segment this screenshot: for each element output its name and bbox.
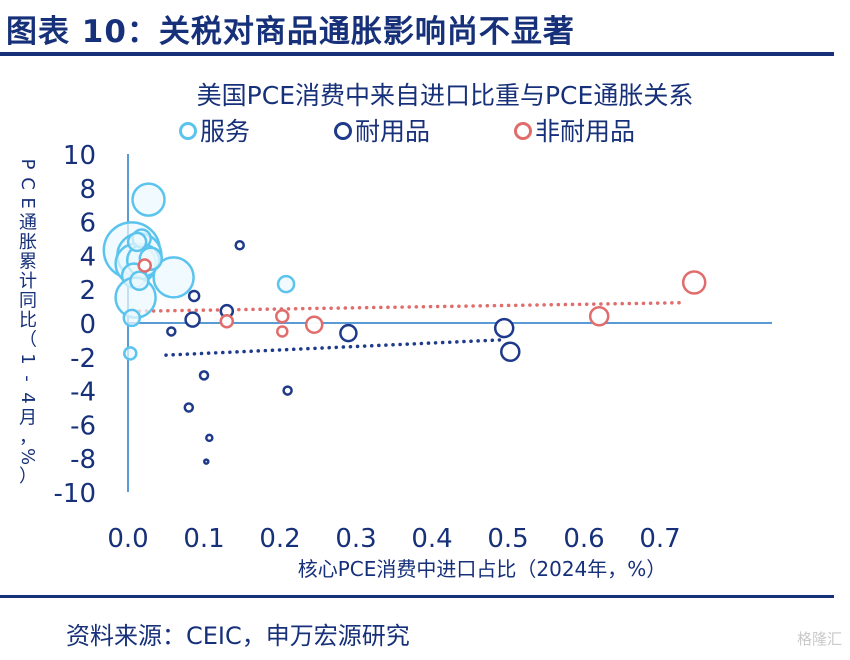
legend-marker [514,122,532,140]
data-point [137,258,152,273]
legend-label: 服务 [200,117,250,146]
data-point [126,231,148,253]
title-rule [0,52,834,56]
y-tick-label: -6 [70,411,96,441]
y-axis-label-char: % [17,448,38,465]
data-point [166,326,177,337]
data-point [203,458,210,465]
y-axis-label-char: C [17,177,38,190]
x-tick-label: 0.2 [259,524,300,554]
y-axis-label-char: （ [19,330,37,351]
y-tick-label: 0 [79,310,96,340]
y-axis-label-char: 同 [19,291,37,312]
y-axis-label-char: E [17,197,38,208]
y-tick-label: 10 [63,141,96,171]
legend-marker [179,122,197,140]
data-point [493,317,515,339]
y-axis-label-char: 比 [19,310,37,331]
data-point [152,256,195,299]
y-axis-label-char: ） [19,466,37,487]
data-point [276,274,296,294]
source-note: 资料来源：CEIC，申万宏源研究 [66,622,410,650]
y-axis-label-char: - [17,375,38,382]
chart-title: 美国PCE消费中来自进口比重与PCE通胀关系 [197,81,694,110]
y-axis-label-char: 累 [19,252,37,273]
y-axis-label-char: 通 [19,213,37,234]
data-point [304,315,324,334]
y-axis-label-char: 4 [17,392,38,403]
data-point [205,433,214,443]
data-point [131,182,166,217]
data-points [102,182,707,465]
watermark: 格隆汇 [796,630,842,648]
legend-label: 耐用品 [355,117,430,146]
legend: 服务 耐用品 非耐用品 [179,117,635,146]
data-point [219,314,235,329]
x-tick-label: 0.0 [107,524,148,554]
y-tick-label: 6 [79,209,96,239]
data-point [276,325,289,338]
data-point [275,308,290,324]
x-tick-label: 0.5 [487,524,528,554]
y-tick-label: 4 [79,242,96,272]
data-point [339,323,358,343]
y-tick-label: 8 [79,175,96,205]
x-tick-label: 0.6 [563,524,604,554]
report-title: 图表 10：关税对商品通胀影响尚不显著 [6,14,575,50]
footer-rule [0,595,834,598]
data-point [588,305,610,327]
x-tick-label: 0.4 [411,524,452,554]
x-tick-label: 0.7 [639,524,680,554]
data-point [129,270,150,291]
data-point [187,289,201,303]
x-axis-label: 核心PCE消费中进口占比（2024年，%） [298,557,667,581]
y-tick-label: -8 [70,445,96,475]
legend-label: 非耐用品 [535,117,635,146]
axes: 10 8 64 2 0 -2 -4-6 -8 -10 0.0 0.1 0.2 0.3 0.4 0.5 0.6 0… [54,141,772,554]
data-point [282,385,293,396]
y-axis-label-char: P [17,159,38,170]
data-point [123,346,138,361]
data-point [681,270,707,295]
y-axis-label-char: 计 [19,271,37,292]
data-point [122,308,142,328]
x-tick-label: 0.1 [183,524,224,554]
data-point [500,341,521,362]
trendline [164,338,503,357]
data-point [198,370,210,381]
y-tick-label: -2 [70,344,96,374]
data-point [184,311,201,328]
data-point [234,240,245,251]
x-tick-label: 0.3 [335,524,376,554]
y-axis-label-char: 月 [19,408,37,429]
y-axis-label-char: 胀 [19,232,37,253]
data-point [183,402,195,413]
legend-marker [334,122,352,140]
y-axis-label-char: ， [19,427,37,448]
y-tick-label: 2 [79,276,96,306]
y-tick-label: -10 [54,479,96,509]
y-axis-label-char: 1 [17,353,38,364]
scatter-chart: 美国PCE消费中来自进口比重与PCE通胀关系 服务 耐用品 非耐用品 PCE通胀累计… [17,81,772,581]
y-tick-label: -4 [70,378,96,408]
